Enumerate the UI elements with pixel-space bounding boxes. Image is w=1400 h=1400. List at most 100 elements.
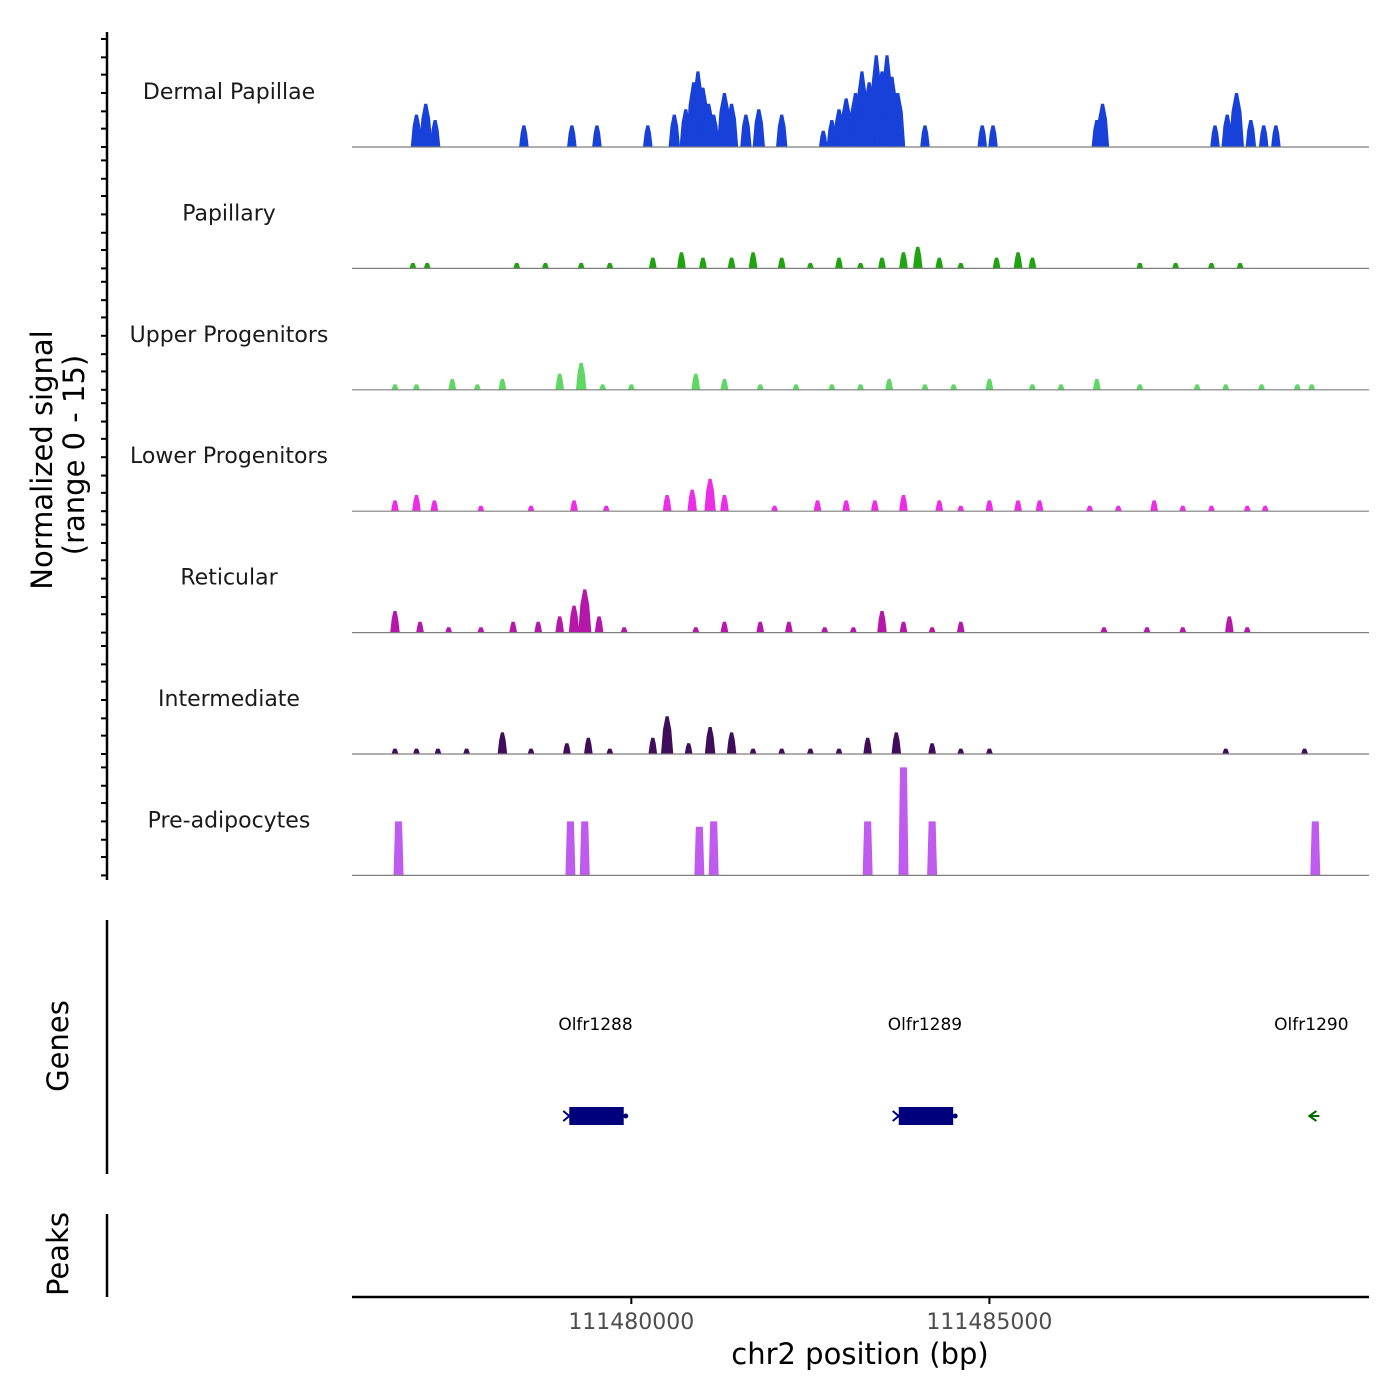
signal-peak	[899, 621, 908, 633]
signal-peak	[1243, 627, 1251, 633]
signal-peak	[445, 627, 453, 633]
signal-peak	[391, 748, 399, 754]
signal-peak	[935, 257, 944, 269]
signal-peak	[1136, 263, 1144, 269]
track-label: Intermediate	[158, 687, 300, 712]
signal-peak	[1057, 384, 1065, 390]
signal-peak	[1224, 616, 1234, 633]
signal-peak	[720, 495, 729, 512]
signal-axis-title-range: (range 0 - 15)	[57, 355, 91, 555]
gene-exon	[569, 1107, 624, 1125]
signal-peak	[885, 379, 894, 390]
track-pre-adipocytes: Pre-adipocytes	[148, 767, 1369, 877]
signal-peak	[752, 109, 765, 147]
peaks-panel-title: Peaks	[41, 1212, 75, 1296]
signal-peak	[977, 125, 988, 147]
signal-peak	[527, 748, 535, 754]
signal-peak	[821, 627, 829, 633]
signal-peak	[1245, 120, 1257, 147]
signal-peak	[1222, 384, 1230, 390]
signal-peak	[1114, 505, 1122, 512]
signal-peak	[756, 621, 765, 633]
signal-peak	[498, 379, 507, 390]
gene-label: Olfr1290	[1274, 1015, 1348, 1035]
signal-peak	[606, 748, 614, 754]
signal-bar	[927, 821, 938, 876]
signal-peak	[409, 263, 417, 269]
signal-peak	[957, 748, 965, 754]
signal-peak	[534, 621, 543, 633]
signal-peak	[1308, 384, 1316, 390]
signal-peak	[416, 621, 424, 633]
signal-peak	[413, 748, 420, 754]
signal-peak	[792, 384, 800, 390]
signal-peak	[899, 252, 908, 269]
signal-peak	[391, 500, 399, 512]
signal-peak	[513, 263, 521, 269]
signal-peak	[1100, 627, 1108, 633]
signal-bar	[393, 821, 404, 876]
signal-peak	[928, 743, 937, 754]
signal-peak	[720, 621, 729, 633]
signal-peak	[1179, 505, 1187, 512]
signal-peak	[562, 743, 571, 754]
signal-peak	[599, 384, 607, 390]
signal-peak	[602, 505, 610, 512]
gene-end-marker	[952, 1113, 958, 1119]
signal-peak	[575, 362, 587, 390]
signal-peak	[509, 621, 518, 633]
signal-peak	[771, 505, 779, 512]
signal-peak	[668, 114, 680, 147]
signal-peak	[957, 505, 965, 512]
signal-peak	[1258, 384, 1266, 390]
gene-annotations: Olfr1288 Olfr1289 Olfr1290	[558, 1015, 1349, 1125]
signal-peak	[527, 505, 535, 512]
signal-peak	[988, 125, 998, 147]
signal-peak	[662, 495, 672, 512]
signal-peak	[391, 384, 399, 390]
signal-peak	[857, 263, 864, 269]
signal-bar	[565, 821, 576, 876]
signal-peak	[648, 737, 658, 754]
signal-peak	[707, 114, 720, 147]
signal-peak	[985, 379, 994, 390]
gene-end-marker	[623, 1113, 629, 1119]
signal-peak	[1028, 384, 1036, 390]
gene-strand-arrow	[892, 1110, 901, 1122]
x-tick-label: 111485000	[926, 1310, 1052, 1335]
signal-peak	[1136, 384, 1144, 390]
signal-peak	[430, 500, 439, 512]
signal-peak	[726, 732, 737, 754]
signal-peak	[776, 114, 788, 147]
signal-peak	[1086, 505, 1094, 512]
signal-peak	[749, 748, 757, 754]
signal-bar	[579, 821, 590, 876]
signal-peak	[413, 384, 420, 390]
signal-peak	[620, 627, 628, 633]
track-label: Dermal Papillae	[143, 80, 315, 105]
signal-peak	[1207, 505, 1215, 512]
signal-peak	[1172, 263, 1180, 269]
signal-peak	[699, 257, 707, 269]
signal-peak	[684, 743, 693, 754]
signal-peak	[463, 748, 471, 754]
signal-peak	[870, 500, 879, 512]
signal-peak	[985, 748, 993, 754]
signal-peak	[921, 384, 929, 390]
gene-olfr1290: Olfr1290	[1274, 1015, 1349, 1122]
signal-peak	[677, 252, 686, 269]
signal-peak	[1092, 379, 1101, 390]
signal-peak	[1243, 505, 1251, 512]
signal-peak	[497, 732, 508, 754]
signal-peak	[687, 489, 697, 512]
signal-peak	[863, 737, 873, 754]
signal-peak	[627, 384, 635, 390]
signal-peak	[577, 263, 585, 269]
signal-peak	[648, 257, 657, 269]
signal-peak	[1301, 748, 1308, 754]
signal-peak	[555, 616, 565, 633]
signal-peak	[842, 500, 851, 512]
signal-peak	[567, 125, 577, 147]
gene-label: Olfr1288	[558, 1015, 632, 1035]
